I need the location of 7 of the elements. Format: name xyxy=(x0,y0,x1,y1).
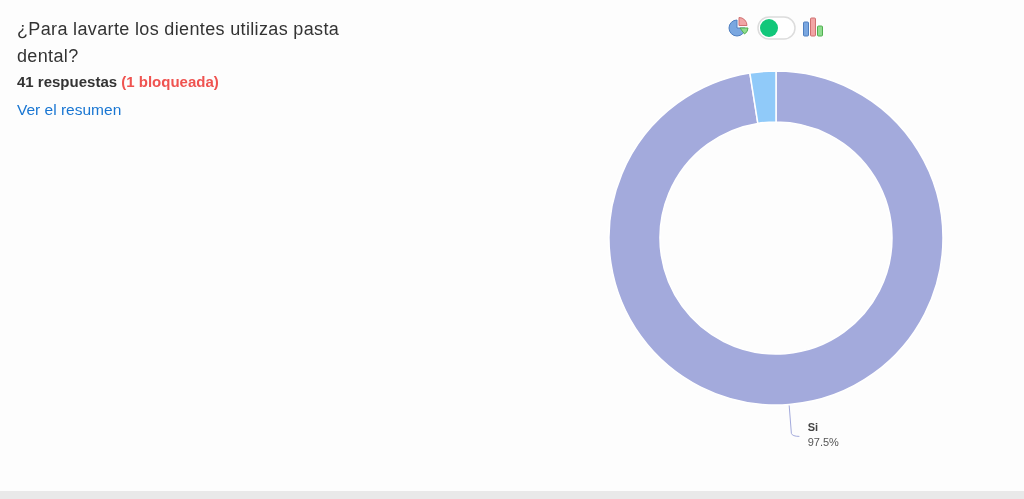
text: ¿Para lavarte los dientes utilizas pasta dental? xyxy=(17,18,341,68)
donut-slice xyxy=(608,70,944,406)
text: 41 respuestas xyxy=(17,73,118,90)
slice-label: Si xyxy=(807,421,819,434)
text: Ver el resumen xyxy=(17,101,122,119)
text: (1 bloqueada) xyxy=(120,73,219,90)
data-label: 97.5% xyxy=(807,436,840,449)
